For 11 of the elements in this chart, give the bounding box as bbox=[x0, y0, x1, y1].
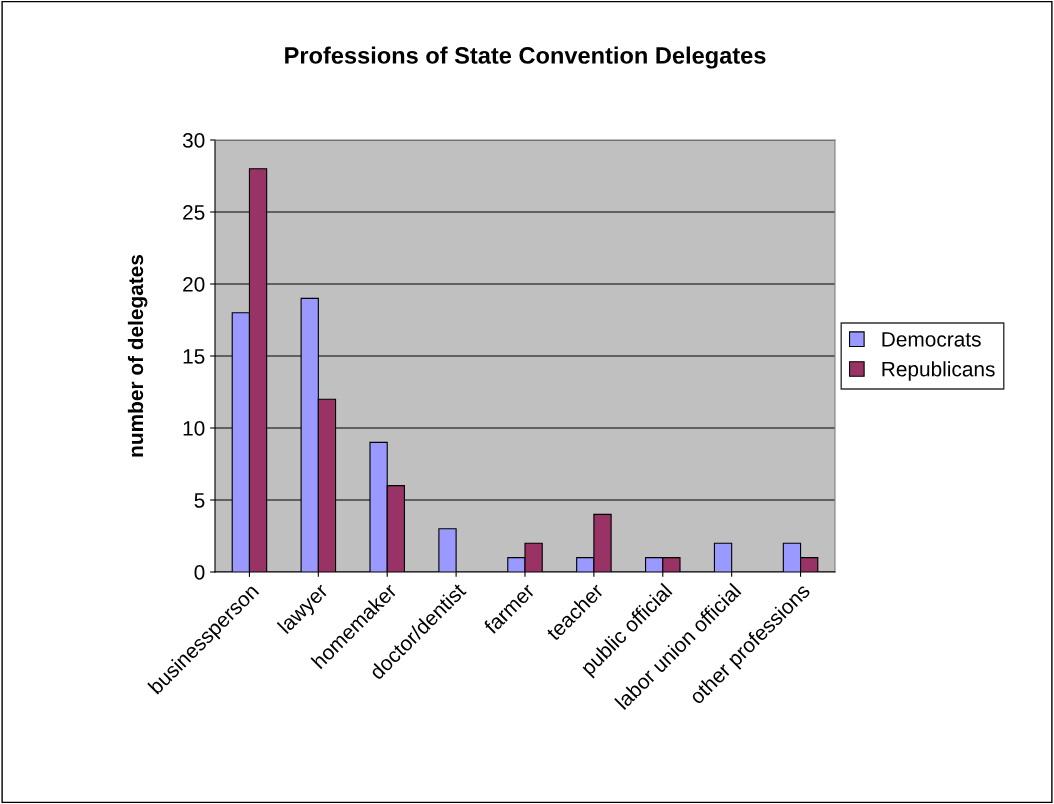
chart-title: Professions of State Convention Delegates bbox=[285, 46, 766, 69]
y-tick-label: 30 bbox=[182, 133, 205, 148]
legend-label: Republicans bbox=[882, 361, 995, 381]
y-tick-label: 0 bbox=[194, 565, 205, 580]
y-tick-label: 25 bbox=[183, 205, 205, 220]
y-tick-label: 20 bbox=[183, 277, 205, 292]
y-axis-title: number of delegates bbox=[127, 254, 148, 457]
y-tick-label: 15 bbox=[183, 349, 205, 364]
y-tick-label: 10 bbox=[183, 421, 205, 436]
legend-label: Democrats bbox=[882, 332, 981, 347]
y-tick-label: 5 bbox=[194, 493, 205, 508]
